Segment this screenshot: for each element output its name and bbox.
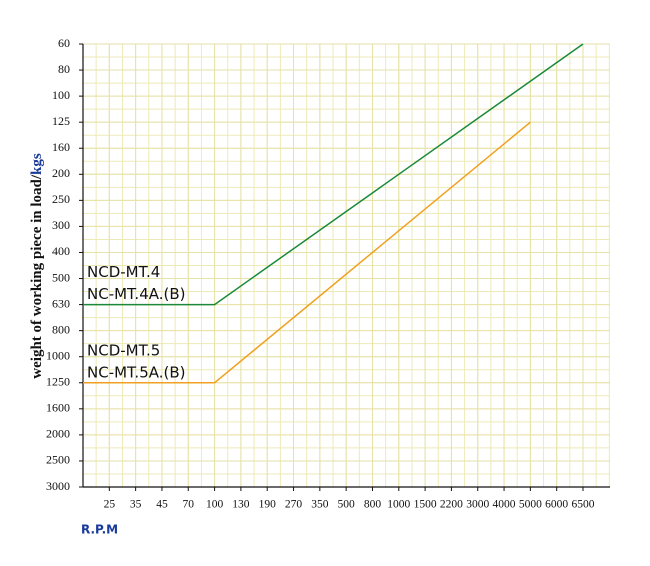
series-label: NC-MT.4A.(B) bbox=[87, 285, 186, 303]
line bbox=[83, 43, 584, 306]
series-label: NC-MT.5A.(B) bbox=[87, 363, 186, 381]
x-tick-label: 500 bbox=[338, 499, 356, 511]
series-label: NCD-MT.4 bbox=[87, 263, 160, 281]
y-tick-label: 60 bbox=[58, 36, 70, 50]
x-tick-label: 2200 bbox=[440, 499, 463, 511]
y-axis-unit: kgs bbox=[29, 153, 45, 175]
series-label: NCD-MT.5 bbox=[87, 341, 160, 359]
y-tick-label: 1000 bbox=[46, 348, 70, 362]
y-axis-title-text: weight of working piece in load/ bbox=[29, 174, 45, 379]
x-tick-label: 35 bbox=[130, 499, 142, 511]
y-tick-label: 3000 bbox=[46, 479, 70, 493]
y-tick-label: 500 bbox=[52, 270, 70, 284]
x-tick-label: 130 bbox=[232, 499, 250, 511]
x-tick-label: 70 bbox=[183, 499, 195, 511]
x-tick-label: 800 bbox=[364, 499, 382, 511]
x-tick-label: 1500 bbox=[414, 499, 437, 511]
x-tick-label: 4000 bbox=[493, 499, 516, 511]
x-tick-label: 1000 bbox=[387, 499, 410, 511]
y-tick-label: 80 bbox=[58, 62, 70, 76]
y-tick-label: 100 bbox=[52, 88, 70, 102]
y-tick-label: 125 bbox=[52, 114, 70, 128]
y-tick-label: 200 bbox=[52, 166, 70, 180]
x-tick-label: 100 bbox=[206, 499, 224, 511]
y-tick-label: 250 bbox=[52, 192, 70, 206]
y-tick-label: 160 bbox=[52, 140, 70, 154]
x-tick-label: 6000 bbox=[545, 499, 568, 511]
y-tick-label: 400 bbox=[52, 244, 70, 258]
x-tick-label: 3000 bbox=[466, 499, 489, 511]
x-tick-label: 5000 bbox=[519, 499, 542, 511]
x-tick-label: 270 bbox=[285, 499, 303, 511]
y-tick-label: 300 bbox=[52, 218, 70, 232]
x-tick-label: 190 bbox=[259, 499, 277, 511]
y-tick-label: 800 bbox=[52, 322, 70, 336]
y-axis-title: weight of working piece in load/kgs bbox=[29, 153, 45, 379]
y-tick-label: 2000 bbox=[46, 427, 70, 441]
x-axis-title: R.P.M bbox=[81, 523, 118, 537]
x-tick-label: 45 bbox=[156, 499, 168, 511]
y-tick-label: 630 bbox=[52, 296, 70, 310]
y-tick-label: 1250 bbox=[46, 375, 70, 389]
line bbox=[83, 121, 531, 384]
x-tick-label: 6500 bbox=[572, 499, 595, 511]
y-tick-label: 1600 bbox=[46, 401, 70, 415]
x-tick-label: 350 bbox=[311, 499, 329, 511]
y-tick-label: 2500 bbox=[46, 453, 70, 467]
x-tick-label: 25 bbox=[104, 499, 116, 511]
